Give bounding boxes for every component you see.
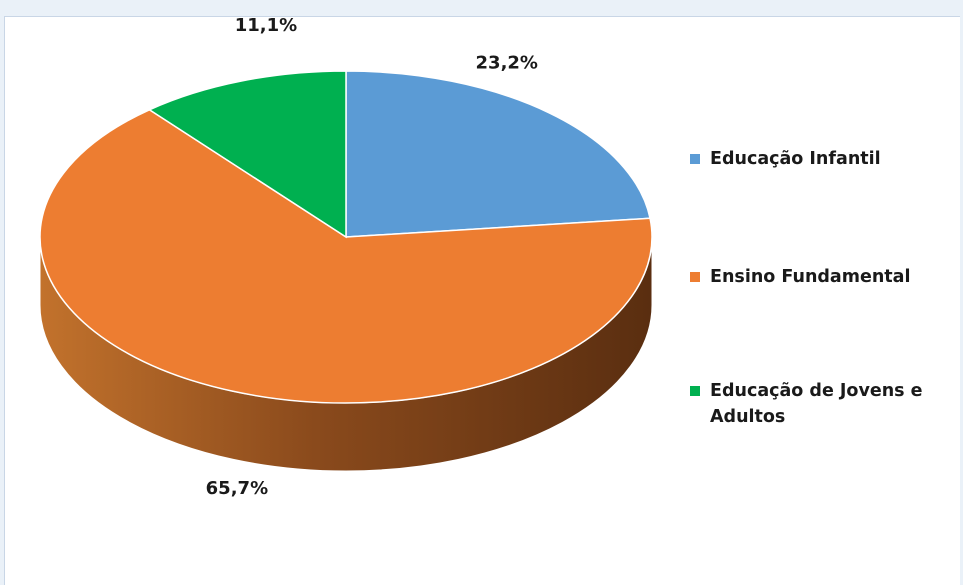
legend-swatch <box>690 386 700 396</box>
data-labels: 23,2% 65,7% 11,1% <box>206 15 538 499</box>
legend-item-ensino-fundamental: Ensino Fundamental <box>690 264 910 290</box>
data-label-1: 65,7% <box>206 478 268 499</box>
legend-swatch <box>690 154 700 164</box>
legend-label: Ensino Fundamental <box>710 267 911 287</box>
pie-slice-1 <box>39 108 653 404</box>
pie-top <box>39 70 653 404</box>
legend-swatch <box>690 272 700 282</box>
data-label-2: 11,1% <box>235 15 297 36</box>
legend-item-educacao-infantil: Educação Infantil <box>690 146 881 172</box>
pie-slice-2 <box>147 70 347 239</box>
legend-item-educacao-de-jovens-e-adultos: Educação de Jovens e Adultos <box>690 378 960 430</box>
legend-label: Educação de Jovens e Adultos <box>710 381 923 427</box>
pie-slice-0 <box>345 70 651 238</box>
data-label-0: 23,2% <box>476 53 538 74</box>
legend-label: Educação Infantil <box>710 149 881 169</box>
